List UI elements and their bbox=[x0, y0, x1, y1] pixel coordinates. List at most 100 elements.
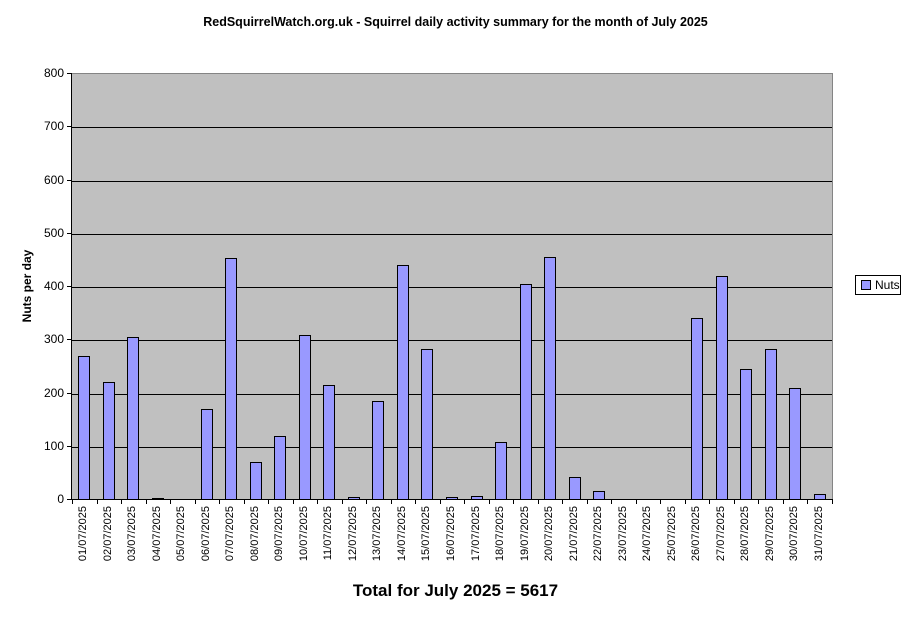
y-tick-mark-600 bbox=[67, 180, 72, 181]
x-tick-mark-16 bbox=[464, 499, 465, 504]
x-tick-mark-28 bbox=[758, 499, 759, 504]
plot-area bbox=[72, 73, 833, 500]
x-tick-mark-12 bbox=[366, 499, 367, 504]
x-tick-label-29/07/2025: 29/07/2025 bbox=[764, 506, 776, 562]
x-tick-mark-22 bbox=[611, 499, 612, 504]
y-tick-label-200: 200 bbox=[43, 386, 64, 400]
x-tick-mark-25 bbox=[685, 499, 686, 504]
x-tick-label-04/07/2025: 04/07/2025 bbox=[151, 506, 163, 562]
x-tick-mark-15 bbox=[440, 499, 441, 504]
x-tick-label-02/07/2025: 02/07/2025 bbox=[102, 506, 114, 562]
x-tick-label-16/07/2025: 16/07/2025 bbox=[445, 506, 457, 562]
x-tick-label-20/07/2025: 20/07/2025 bbox=[543, 506, 555, 562]
bar-09/07/2025 bbox=[274, 436, 286, 500]
x-tick-label-22/07/2025: 22/07/2025 bbox=[592, 506, 604, 562]
x-tick-mark-2 bbox=[121, 499, 122, 504]
bar-29/07/2025 bbox=[765, 349, 777, 500]
x-tick-label-10/07/2025: 10/07/2025 bbox=[298, 506, 310, 562]
x-tick-label-24/07/2025: 24/07/2025 bbox=[641, 506, 653, 562]
x-tick-label-18/07/2025: 18/07/2025 bbox=[494, 506, 506, 562]
y-tick-label-100: 100 bbox=[43, 439, 64, 453]
x-tick-label-25/07/2025: 25/07/2025 bbox=[666, 506, 678, 562]
y-tick-mark-200 bbox=[67, 393, 72, 394]
x-tick-mark-17 bbox=[489, 499, 490, 504]
x-tick-label-01/07/2025: 01/07/2025 bbox=[77, 506, 89, 562]
gridline-600 bbox=[72, 181, 832, 182]
bar-06/07/2025 bbox=[201, 409, 213, 500]
bar-11/07/2025 bbox=[323, 385, 335, 500]
x-tick-mark-7 bbox=[244, 499, 245, 504]
bar-03/07/2025 bbox=[127, 337, 139, 500]
bar-01/07/2025 bbox=[78, 356, 90, 500]
total-label: Total for July 2025 = 5617 bbox=[352, 581, 559, 600]
bar-13/07/2025 bbox=[372, 401, 384, 500]
x-tick-label-17/07/2025: 17/07/2025 bbox=[470, 506, 482, 562]
x-tick-label-21/07/2025: 21/07/2025 bbox=[568, 506, 580, 562]
x-tick-label-08/07/2025: 08/07/2025 bbox=[249, 506, 261, 562]
x-tick-mark-20 bbox=[562, 499, 563, 504]
x-tick-label-09/07/2025: 09/07/2025 bbox=[273, 506, 285, 562]
x-tick-label-05/07/2025: 05/07/2025 bbox=[175, 506, 187, 562]
y-tick-mark-400 bbox=[67, 286, 72, 287]
x-tick-label-26/07/2025: 26/07/2025 bbox=[690, 506, 702, 562]
bar-27/07/2025 bbox=[716, 276, 728, 500]
x-tick-mark-4 bbox=[170, 499, 171, 504]
x-tick-label-28/07/2025: 28/07/2025 bbox=[739, 506, 751, 562]
bar-20/07/2025 bbox=[544, 257, 556, 500]
x-tick-mark-23 bbox=[636, 499, 637, 504]
y-tick-mark-700 bbox=[67, 126, 72, 127]
x-tick-label-27/07/2025: 27/07/2025 bbox=[715, 506, 727, 562]
gridline-400 bbox=[72, 287, 832, 288]
gridline-700 bbox=[72, 127, 832, 128]
x-tick-label-03/07/2025: 03/07/2025 bbox=[126, 506, 138, 562]
x-tick-mark-14 bbox=[415, 499, 416, 504]
x-tick-mark-18 bbox=[513, 499, 514, 504]
y-tick-label-700: 700 bbox=[43, 119, 64, 133]
x-axis-line bbox=[71, 499, 833, 500]
y-tick-mark-100 bbox=[67, 446, 72, 447]
legend-series-label: Nuts bbox=[875, 278, 900, 292]
x-tick-mark-9 bbox=[293, 499, 294, 504]
x-tick-label-07/07/2025: 07/07/2025 bbox=[224, 506, 236, 562]
y-tick-label-0: 0 bbox=[57, 492, 64, 506]
bar-15/07/2025 bbox=[421, 349, 433, 500]
chart-title: RedSquirrelWatch.org.uk - Squirrel daily… bbox=[203, 15, 708, 29]
bar-28/07/2025 bbox=[740, 369, 752, 500]
bar-10/07/2025 bbox=[299, 335, 311, 500]
bar-19/07/2025 bbox=[520, 284, 532, 500]
x-tick-label-12/07/2025: 12/07/2025 bbox=[347, 506, 359, 562]
y-tick-label-300: 300 bbox=[43, 332, 64, 346]
x-tick-label-06/07/2025: 06/07/2025 bbox=[200, 506, 212, 562]
gridline-500 bbox=[72, 234, 832, 235]
y-tick-mark-500 bbox=[67, 233, 72, 234]
x-tick-label-19/07/2025: 19/07/2025 bbox=[519, 506, 531, 562]
bar-21/07/2025 bbox=[569, 477, 581, 500]
y-tick-label-500: 500 bbox=[43, 226, 64, 240]
x-tick-mark-3 bbox=[146, 499, 147, 504]
y-tick-label-600: 600 bbox=[43, 173, 64, 187]
gridline-100 bbox=[72, 447, 832, 448]
x-tick-label-14/07/2025: 14/07/2025 bbox=[396, 506, 408, 562]
bar-26/07/2025 bbox=[691, 318, 703, 500]
bar-08/07/2025 bbox=[250, 462, 262, 500]
y-tick-label-400: 400 bbox=[43, 279, 64, 293]
bar-07/07/2025 bbox=[225, 258, 237, 500]
x-tick-label-15/07/2025: 15/07/2025 bbox=[420, 506, 432, 562]
legend: Nuts bbox=[855, 275, 901, 295]
x-tick-mark-8 bbox=[268, 499, 269, 504]
y-tick-label-800: 800 bbox=[43, 66, 64, 80]
x-tick-mark-0 bbox=[72, 499, 73, 504]
x-tick-mark-24 bbox=[660, 499, 661, 504]
gridline-200 bbox=[72, 394, 832, 395]
x-tick-mark-1 bbox=[97, 499, 98, 504]
x-tick-mark-29 bbox=[783, 499, 784, 504]
y-tick-mark-0 bbox=[67, 499, 72, 500]
x-tick-label-11/07/2025: 11/07/2025 bbox=[322, 506, 334, 561]
x-tick-label-13/07/2025: 13/07/2025 bbox=[371, 506, 383, 562]
legend-series-swatch-icon bbox=[861, 280, 871, 290]
bar-18/07/2025 bbox=[495, 442, 507, 500]
bar-30/07/2025 bbox=[789, 388, 801, 500]
y-tick-mark-300 bbox=[67, 339, 72, 340]
x-tick-label-23/07/2025: 23/07/2025 bbox=[617, 506, 629, 562]
